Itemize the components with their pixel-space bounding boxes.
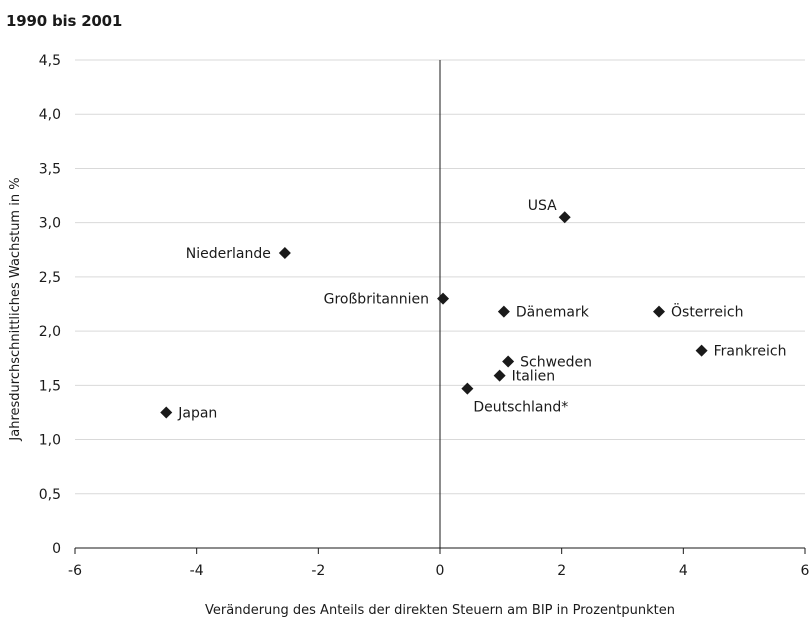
point-label: Frankreich <box>714 344 787 360</box>
y-axis-label: Jahresdurchschnittliches Wachstum in % <box>8 177 23 441</box>
y-tick-label: 0,5 <box>39 487 61 503</box>
point-label: Japan <box>177 405 217 421</box>
x-tick-label: 4 <box>679 563 688 579</box>
data-point: Österreich <box>653 303 743 321</box>
point-label: Großbritannien <box>324 292 429 308</box>
data-point: Frankreich <box>695 344 787 360</box>
y-axis-ticks: 0 0,5 1,0 1,5 2,0 2,5 3,0 3,5 4,0 4,5 <box>39 53 61 557</box>
point-label: USA <box>528 198 557 214</box>
data-point: Japan <box>160 405 217 421</box>
x-tick-label: 6 <box>801 563 810 579</box>
data-point: Deutschland* <box>461 382 568 416</box>
diamond-marker <box>160 406 173 419</box>
diamond-marker <box>558 211 571 224</box>
data-point: USA <box>528 198 571 224</box>
point-label: Österreich <box>671 303 743 321</box>
data-point: Dänemark <box>497 305 590 321</box>
point-label: Deutschland* <box>473 400 568 416</box>
x-axis-ticks: -6 -4 -2 0 2 4 6 <box>68 548 810 579</box>
y-tick-label: 3,0 <box>39 216 61 232</box>
x-tick-label: 2 <box>557 563 566 579</box>
y-tick-label: 4,5 <box>39 53 61 69</box>
point-label: Italien <box>512 369 555 385</box>
diamond-marker <box>278 247 291 260</box>
diamond-marker <box>695 344 708 357</box>
y-tick-label: 0 <box>52 541 61 557</box>
diamond-marker <box>497 305 510 318</box>
diamond-marker <box>493 369 506 382</box>
point-label: Dänemark <box>516 305 590 321</box>
data-points: USA Niederlande Großbritannien Dänemark Öste… <box>160 198 786 421</box>
x-tick-label: -2 <box>311 563 325 579</box>
point-label: Schweden <box>520 354 592 370</box>
x-tick-label: 0 <box>436 563 445 579</box>
x-tick-label: -6 <box>68 563 82 579</box>
data-point: Italien <box>493 369 555 385</box>
y-tick-label: 1,5 <box>39 378 61 394</box>
diamond-marker <box>461 382 474 395</box>
diamond-marker <box>653 305 665 318</box>
point-label: Niederlande <box>186 246 271 262</box>
data-point: Schweden <box>502 354 592 370</box>
y-tick-label: 2,0 <box>39 324 61 340</box>
y-tick-label: 4,0 <box>39 107 61 123</box>
y-tick-label: 3,5 <box>39 161 61 177</box>
diamond-marker <box>437 292 450 305</box>
data-point: Großbritannien <box>324 292 450 308</box>
x-tick-label: -4 <box>190 563 204 579</box>
y-tick-label: 2,5 <box>39 270 61 286</box>
diamond-marker <box>502 355 515 368</box>
y-tick-label: 1,0 <box>39 433 61 449</box>
data-point: Niederlande <box>186 246 291 262</box>
chart-title: 1990 bis 2001 <box>6 12 123 30</box>
x-axis-label: Veränderung des Anteils der direkten Ste… <box>205 603 675 618</box>
